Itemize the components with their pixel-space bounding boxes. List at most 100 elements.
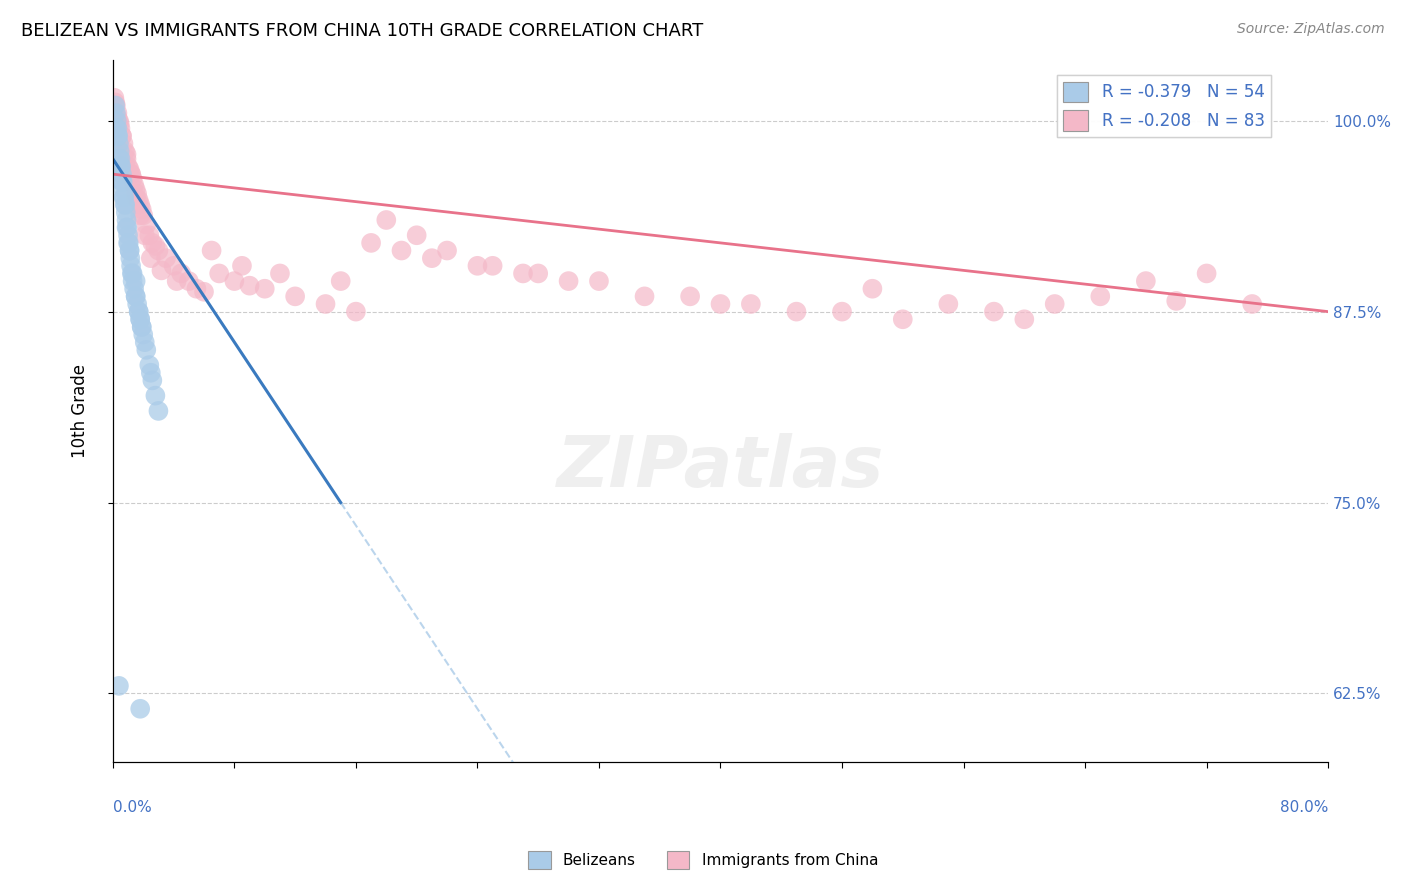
Point	[111, 175, 134, 189]
Point	[155, 251, 177, 265]
Point	[118, 244, 141, 258]
Y-axis label: 10th Grade: 10th Grade	[72, 364, 89, 458]
Point	[1014, 312, 1036, 326]
Point	[860, 282, 883, 296]
Point	[128, 193, 150, 207]
Point	[129, 197, 152, 211]
Point	[231, 259, 253, 273]
Point	[124, 274, 146, 288]
Point	[557, 274, 579, 288]
Point	[134, 335, 156, 350]
Point	[344, 304, 367, 318]
Point	[891, 312, 914, 326]
Point	[740, 297, 762, 311]
Point	[117, 235, 139, 250]
Point	[105, 113, 128, 128]
Point	[111, 128, 134, 143]
Point	[938, 297, 960, 311]
Point	[107, 111, 129, 125]
Point	[127, 297, 149, 311]
Point	[239, 278, 262, 293]
Point	[135, 343, 157, 357]
Text: BELIZEAN VS IMMIGRANTS FROM CHINA 10TH GRADE CORRELATION CHART: BELIZEAN VS IMMIGRANTS FROM CHINA 10TH G…	[21, 22, 703, 40]
Point	[983, 304, 1005, 318]
Point	[118, 162, 141, 177]
Point	[467, 259, 489, 273]
Point	[108, 145, 131, 159]
Point	[114, 145, 136, 159]
Text: 80.0%: 80.0%	[1279, 800, 1329, 815]
Point	[141, 373, 163, 387]
Point	[112, 190, 135, 204]
Point	[186, 282, 208, 296]
Point	[107, 128, 129, 143]
Point	[785, 304, 807, 318]
Point	[111, 175, 134, 189]
Point	[111, 128, 134, 143]
Point	[131, 202, 153, 217]
Point	[118, 235, 141, 250]
Point	[512, 267, 534, 281]
Point	[436, 244, 458, 258]
Point	[122, 178, 145, 192]
Point	[117, 228, 139, 243]
Point	[124, 289, 146, 303]
Point	[129, 312, 152, 326]
Point	[124, 289, 146, 303]
Point	[104, 106, 127, 120]
Point	[253, 282, 276, 296]
Point	[360, 235, 382, 250]
Point	[128, 304, 150, 318]
Point	[132, 327, 155, 342]
Point	[108, 136, 131, 151]
Point	[110, 160, 132, 174]
Point	[129, 208, 152, 222]
Point	[108, 113, 131, 128]
Point	[148, 404, 170, 418]
Point	[108, 152, 131, 166]
Point	[103, 91, 125, 105]
Point	[132, 208, 155, 222]
Point	[115, 152, 138, 166]
Point	[709, 297, 731, 311]
Point	[120, 167, 142, 181]
Text: Source: ZipAtlas.com: Source: ZipAtlas.com	[1237, 22, 1385, 37]
Point	[284, 289, 307, 303]
Point	[121, 267, 143, 281]
Legend: Belizeans, Immigrants from China: Belizeans, Immigrants from China	[522, 845, 884, 875]
Point	[1195, 267, 1218, 281]
Point	[120, 167, 142, 181]
Point	[121, 274, 143, 288]
Point	[329, 274, 352, 288]
Point	[200, 244, 222, 258]
Point	[118, 244, 141, 258]
Point	[148, 244, 170, 258]
Point	[120, 251, 142, 265]
Point	[104, 95, 127, 110]
Text: 0.0%: 0.0%	[112, 800, 152, 815]
Point	[127, 187, 149, 202]
Point	[138, 228, 160, 243]
Point	[145, 239, 167, 253]
Point	[177, 274, 200, 288]
Point	[135, 218, 157, 232]
Point	[107, 128, 129, 143]
Point	[110, 160, 132, 174]
Point	[145, 389, 167, 403]
Point	[120, 259, 142, 273]
Point	[134, 228, 156, 243]
Point	[162, 259, 184, 273]
Point	[115, 213, 138, 227]
Point	[104, 98, 127, 112]
Point	[128, 304, 150, 318]
Legend: R = -0.379   N = 54, R = -0.208   N = 83: R = -0.379 N = 54, R = -0.208 N = 83	[1056, 75, 1271, 137]
Point	[129, 312, 152, 326]
Point	[115, 220, 138, 235]
Point	[114, 205, 136, 219]
Point	[129, 702, 152, 716]
Point	[115, 147, 138, 161]
Point	[633, 289, 655, 303]
Point	[138, 358, 160, 372]
Point	[114, 197, 136, 211]
Point	[121, 267, 143, 281]
